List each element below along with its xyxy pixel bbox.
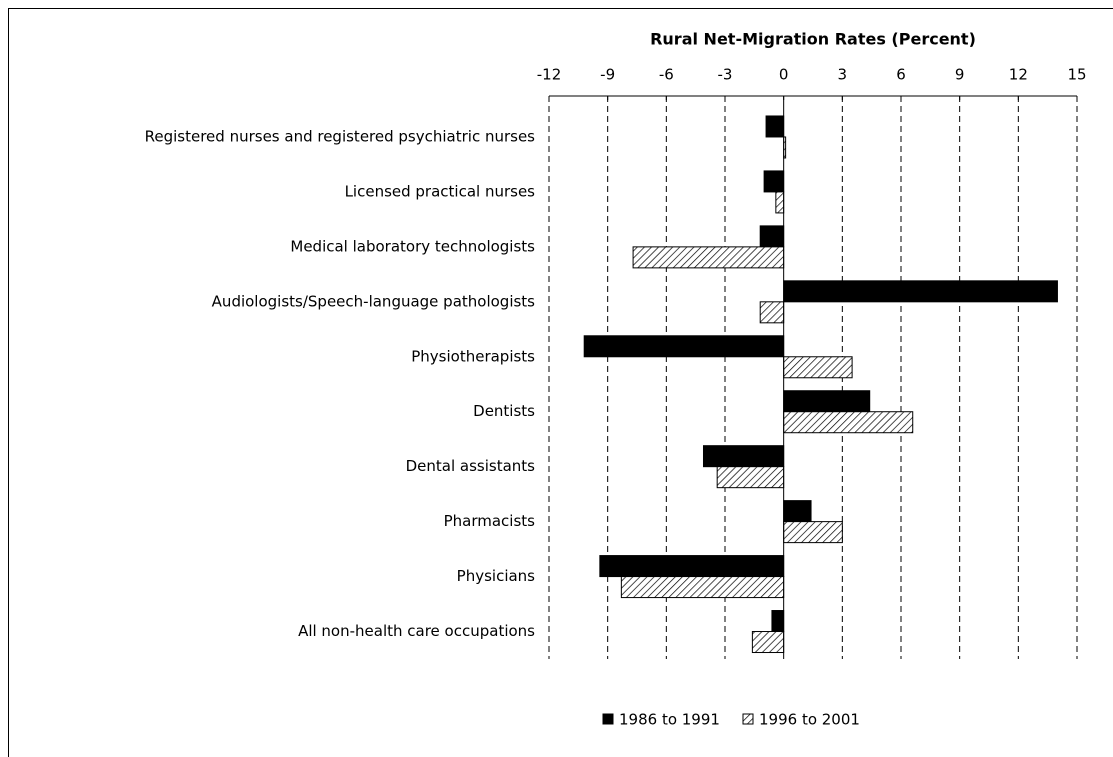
y-tick-label: Dentists <box>473 402 535 420</box>
bar <box>783 356 853 379</box>
x-tick-label: 6 <box>896 66 906 84</box>
bar <box>771 610 785 633</box>
x-tick-label: 3 <box>838 66 848 84</box>
bar <box>783 500 812 523</box>
bar <box>751 631 785 654</box>
x-tick-label: -12 <box>537 66 562 84</box>
bar <box>783 390 871 413</box>
x-tick-label: -9 <box>600 66 615 84</box>
bar <box>783 411 914 434</box>
x-tick-label: -3 <box>718 66 733 84</box>
bar <box>783 521 843 544</box>
legend-swatch <box>602 713 614 725</box>
y-tick-label: Audiologists/Speech-language pathologist… <box>212 292 536 310</box>
bar <box>702 445 785 468</box>
bar <box>716 466 785 489</box>
bar <box>620 576 785 599</box>
y-tick-label: Dental assistants <box>406 457 536 475</box>
bar <box>632 246 785 269</box>
y-tick-label: Physiotherapists <box>411 347 535 365</box>
x-tick-label: 12 <box>1009 66 1028 84</box>
bar <box>763 170 785 193</box>
y-tick-label: Physicians <box>457 567 536 585</box>
y-tick-label: Medical laboratory technologists <box>290 237 535 255</box>
chart-frame <box>8 8 1113 757</box>
x-tick-label: 15 <box>1067 66 1086 84</box>
y-tick-label: Licensed practical nurses <box>345 182 536 200</box>
y-tick-label: Registered nurses and registered psychia… <box>145 127 536 145</box>
axis-title: Rural Net-Migration Rates (Percent) <box>650 30 976 49</box>
legend-swatch <box>742 713 754 725</box>
bar <box>765 115 785 138</box>
legend-label: 1996 to 2001 <box>759 711 860 729</box>
bar <box>775 191 785 214</box>
bar <box>759 225 785 248</box>
bar <box>783 280 1058 303</box>
x-tick-label: 9 <box>955 66 965 84</box>
y-tick-label: Pharmacists <box>444 512 536 530</box>
legend-label: 1986 to 1991 <box>619 711 720 729</box>
x-tick-label: 0 <box>779 66 789 84</box>
bar <box>583 335 785 358</box>
y-tick-label: All non-health care occupations <box>298 622 535 640</box>
bar <box>759 301 785 324</box>
bar <box>599 555 785 578</box>
x-tick-label: -6 <box>659 66 674 84</box>
